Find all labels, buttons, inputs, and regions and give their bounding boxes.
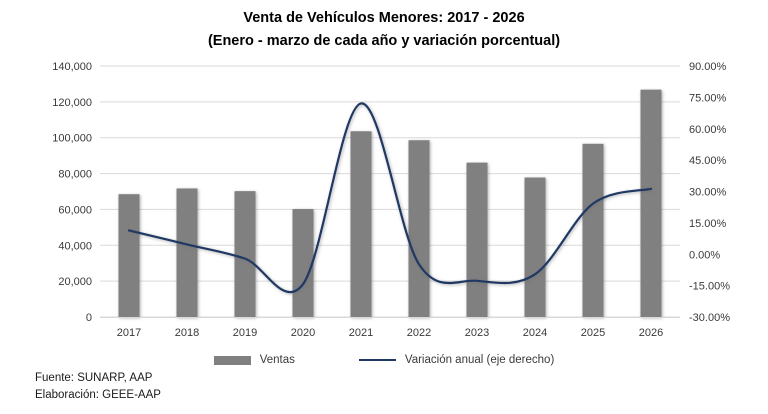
right-axis-tick-label: 45.00%	[689, 155, 727, 167]
left-axis-tick-label: 140,000	[52, 61, 92, 73]
x-axis-tick-label: 2019	[233, 327, 257, 339]
x-axis-tick-label: 2024	[523, 327, 547, 339]
left-axis-tick-label: 20,000	[58, 276, 92, 288]
left-axis-tick-label: 60,000	[58, 204, 92, 216]
x-axis-tick-label: 2021	[349, 327, 373, 339]
legend-label-ventas: Ventas	[259, 354, 295, 366]
x-axis-tick-label: 2020	[291, 327, 315, 339]
x-axis-tick-label: 2022	[407, 327, 431, 339]
x-axis-tick-label: 2018	[175, 327, 199, 339]
plot-area: 140,000 120,000 100,000 80,000 60,000 40,000 2…	[52, 61, 730, 339]
source-note: Fuente: SUNARP, AAP	[35, 372, 153, 384]
bar-2024	[524, 177, 546, 317]
variation-line	[127, 102, 653, 294]
left-axis-tick-label: 0	[86, 312, 92, 324]
right-axis-tick-label: 30.00%	[689, 187, 727, 199]
left-axis-tick-label: 80,000	[58, 169, 92, 181]
bar-2020	[292, 209, 314, 317]
x-axis-tick-label: 2025	[581, 327, 605, 339]
left-axis-tick-label: 120,000	[52, 97, 92, 109]
legend: Ventas Variación anual (eje derecho)	[0, 351, 768, 369]
chart-footer: Fuente: SUNARP, AAP Elaboración: GEEE-AA…	[35, 370, 161, 403]
bar-2018	[176, 188, 198, 317]
left-axis-tick-label: 100,000	[52, 133, 92, 145]
left-axis-tick-label: 40,000	[58, 240, 92, 252]
bar-2026	[640, 89, 662, 317]
x-axis-tick-label: 2026	[639, 327, 663, 339]
right-axis-tick-label: 60.00%	[689, 124, 727, 136]
right-axis-tick-label: 15.00%	[689, 218, 727, 230]
legend-item-ventas: Ventas	[213, 354, 295, 366]
right-axis-tick-label: 90.00%	[689, 61, 727, 73]
bar-2019	[234, 191, 256, 317]
right-axis-tick-label: -30.00%	[689, 312, 730, 324]
bar-2023	[466, 162, 488, 317]
right-axis-tick-label: 75.00%	[689, 92, 727, 104]
legend-label-variacion: Variación anual (eje derecho)	[404, 354, 555, 366]
bar-2022	[408, 140, 430, 317]
bar-2017	[118, 194, 140, 317]
bar-2025	[582, 143, 604, 317]
legend-line-swatch-icon	[358, 359, 396, 361]
bar-2021	[350, 131, 372, 317]
elaboration-note: Elaboración: GEEE-AAP	[35, 388, 161, 401]
legend-bar-swatch-icon	[213, 355, 251, 365]
x-axis-tick-label: 2023	[465, 327, 489, 339]
chart-title-block: Venta de Vehículos Menores: 2017 - 2026 …	[0, 7, 768, 53]
right-axis-tick-label: -15.00%	[689, 281, 730, 293]
legend-item-variacion: Variación anual (eje derecho)	[358, 354, 555, 366]
chart-title: Venta de Vehículos Menores: 2017 - 2026	[243, 10, 525, 26]
chart-subtitle: (Enero - marzo de cada año y variación p…	[207, 33, 561, 49]
right-axis-tick-label: 0.00%	[689, 249, 720, 261]
x-axis-tick-label: 2017	[117, 327, 141, 339]
